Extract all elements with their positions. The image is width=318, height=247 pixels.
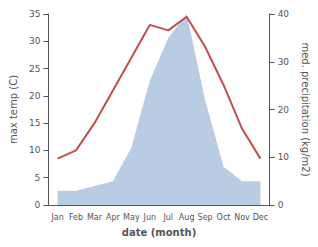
svg-text:date (month): date (month) [122,227,196,238]
svg-text:20: 20 [278,105,290,115]
svg-text:0: 0 [35,200,41,210]
svg-text:May: May [123,213,140,222]
svg-text:Mar: Mar [87,213,103,222]
svg-text:30: 30 [29,36,41,46]
svg-text:15: 15 [29,118,40,128]
svg-text:Apr: Apr [106,213,121,222]
svg-text:Jul: Jul [162,213,173,222]
svg-text:5: 5 [35,173,41,183]
svg-text:30: 30 [278,57,290,67]
svg-text:Feb: Feb [69,213,83,222]
svg-text:Jan: Jan [50,213,63,222]
svg-text:Sep: Sep [198,213,213,222]
svg-text:Aug: Aug [179,213,195,222]
svg-text:Oct: Oct [217,213,231,222]
svg-text:10: 10 [278,152,290,162]
svg-text:35: 35 [29,9,40,19]
svg-text:max temp (C): max temp (C) [8,75,19,144]
svg-text:0: 0 [278,200,284,210]
svg-text:10: 10 [29,145,41,155]
svg-text:Jun: Jun [143,213,157,222]
svg-text:Nov: Nov [234,213,250,222]
svg-text:20: 20 [29,91,41,101]
svg-text:Dec: Dec [253,213,268,222]
svg-text:40: 40 [278,9,290,19]
svg-text:25: 25 [29,64,40,74]
svg-text:med. precipitation (kg/m2): med. precipitation (kg/m2) [300,42,311,176]
